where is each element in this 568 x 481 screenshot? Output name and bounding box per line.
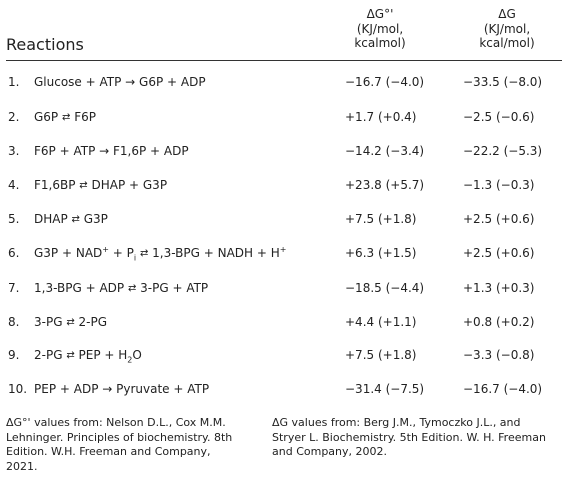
reaction-number: 1. (8, 75, 20, 89)
reaction-number: 5. (8, 212, 20, 226)
reaction-equation: DHAP ⇄ G3P (34, 212, 108, 226)
equilibrium-arrow-icon: ⇄ (139, 248, 149, 259)
delta-g-column-header: ΔG (KJ/mol, kcal/mol) (457, 7, 557, 51)
reaction-number: 8. (8, 315, 20, 329)
table-row: 1. Glucose + ATP → G6P + ADP −16.7 (−4.0… (0, 75, 568, 93)
table-row: 8. 3-PG ⇄ 2-PG +4.4 (+1.1) +0.8 (+0.2) (0, 315, 568, 333)
delta-g0-value: +7.5 (+1.8) (345, 348, 417, 362)
delta-g0-value: −16.7 (−4.0) (345, 75, 425, 89)
reaction-equation: G3P + NAD+ + Pi ⇄ 1,3-BPG + NADH + H+ (34, 245, 287, 263)
table-row: 7. 1,3-BPG + ADP ⇄ 3-PG + ATP −18.5 (−4.… (0, 281, 568, 299)
delta-g-value: −16.7 (−4.0) (463, 382, 543, 396)
delta-g0-unit-1: (KJ/mol, (356, 21, 404, 36)
equilibrium-arrow-icon: ⇄ (71, 214, 80, 225)
delta-g-value: −1.3 (−0.3) (463, 178, 535, 192)
header-divider (6, 60, 562, 61)
table-row: 10. PEP + ADP → Pyruvate + ATP −31.4 (−7… (0, 382, 568, 400)
reaction-equation: F6P + ATP → F1,6P + ADP (34, 144, 189, 158)
table-row: 5. DHAP ⇄ G3P +7.5 (+1.8) +2.5 (+0.6) (0, 212, 568, 230)
equilibrium-arrow-icon: ⇄ (127, 283, 137, 294)
table-row: 4. F1,6BP ⇄ DHAP + G3P +23.8 (+5.7) −1.3… (0, 178, 568, 196)
delta-g-unit-2: kcal/mol) (479, 36, 535, 50)
reaction-number: 9. (8, 348, 20, 362)
table-row: 2. G6P ⇄ F6P +1.7 (+0.4) −2.5 (−0.6) (0, 110, 568, 128)
equilibrium-arrow-icon: ⇄ (79, 180, 88, 191)
delta-g0-value: −18.5 (−4.4) (345, 281, 425, 295)
reaction-equation: 3-PG ⇄ 2-PG (34, 315, 108, 329)
delta-g0-value: +1.7 (+0.4) (345, 110, 417, 124)
reaction-number: 3. (8, 144, 20, 158)
reaction-number: 6. (8, 246, 20, 260)
arrow-icon: → (102, 382, 113, 396)
delta-g-value: +2.5 (+0.6) (463, 246, 535, 260)
delta-g-value: +1.3 (+0.3) (463, 281, 535, 295)
equilibrium-arrow-icon: ⇄ (66, 350, 75, 361)
delta-g-value: −3.3 (−0.8) (463, 348, 535, 362)
delta-g-value: −2.5 (−0.6) (463, 110, 535, 124)
delta-g0-unit-2: kcalmol) (354, 36, 406, 50)
equilibrium-arrow-icon: ⇄ (66, 317, 75, 328)
reaction-number: 10. (8, 382, 28, 396)
delta-g0-value: +7.5 (+1.8) (345, 212, 417, 226)
delta-g0-value: +4.4 (+1.1) (345, 315, 417, 329)
reaction-number: 4. (8, 178, 20, 192)
table-row: 9. 2-PG ⇄ PEP + H2O +7.5 (+1.8) −3.3 (−0… (0, 348, 568, 366)
reaction-equation: F1,6BP ⇄ DHAP + G3P (34, 178, 168, 192)
reaction-number: 7. (8, 281, 20, 295)
delta-g0-value: +6.3 (+1.5) (345, 246, 417, 260)
delta-g0-symbol: ΔG°' (366, 7, 394, 21)
reaction-equation: 1,3-BPG + ADP ⇄ 3-PG + ATP (34, 281, 209, 295)
delta-g0-value: −31.4 (−7.5) (345, 382, 425, 396)
delta-g-symbol: ΔG (498, 7, 516, 21)
delta-g-value: −33.5 (−8.0) (463, 75, 543, 89)
reaction-equation: PEP + ADP → Pyruvate + ATP (34, 382, 210, 396)
reaction-equation: Glucose + ATP → G6P + ADP (34, 75, 206, 89)
delta-g0-value: −14.2 (−3.4) (345, 144, 425, 158)
footnote-delta-g0-source: ΔG°' values from: Nelson D.L., Cox M.M. … (6, 416, 233, 473)
delta-g-value: +0.8 (+0.2) (463, 315, 535, 329)
reaction-equation: G6P ⇄ F6P (34, 110, 96, 124)
equilibrium-arrow-icon: ⇄ (61, 112, 71, 123)
arrow-icon: → (125, 75, 136, 89)
footnote-delta-g-source: ΔG values from: Berg J.M., Tymoczko J.L.… (272, 416, 546, 458)
delta-g0-column-header: ΔG°' (KJ/mol, kcalmol) (330, 7, 430, 51)
reactions-heading: Reactions (6, 35, 84, 54)
delta-g0-value: +23.8 (+5.7) (345, 178, 425, 192)
reaction-number: 2. (8, 110, 20, 124)
delta-g-unit-1: (KJ/mol, (483, 21, 531, 36)
delta-g-value: −22.2 (−5.3) (463, 144, 543, 158)
delta-g-value: +2.5 (+0.6) (463, 212, 535, 226)
table-row: 3. F6P + ATP → F1,6P + ADP −14.2 (−3.4) … (0, 144, 568, 162)
table-row: 6. G3P + NAD+ + Pi ⇄ 1,3-BPG + NADH + H+… (0, 246, 568, 264)
arrow-icon: → (99, 144, 110, 158)
reaction-equation: 2-PG ⇄ PEP + H2O (34, 348, 142, 365)
